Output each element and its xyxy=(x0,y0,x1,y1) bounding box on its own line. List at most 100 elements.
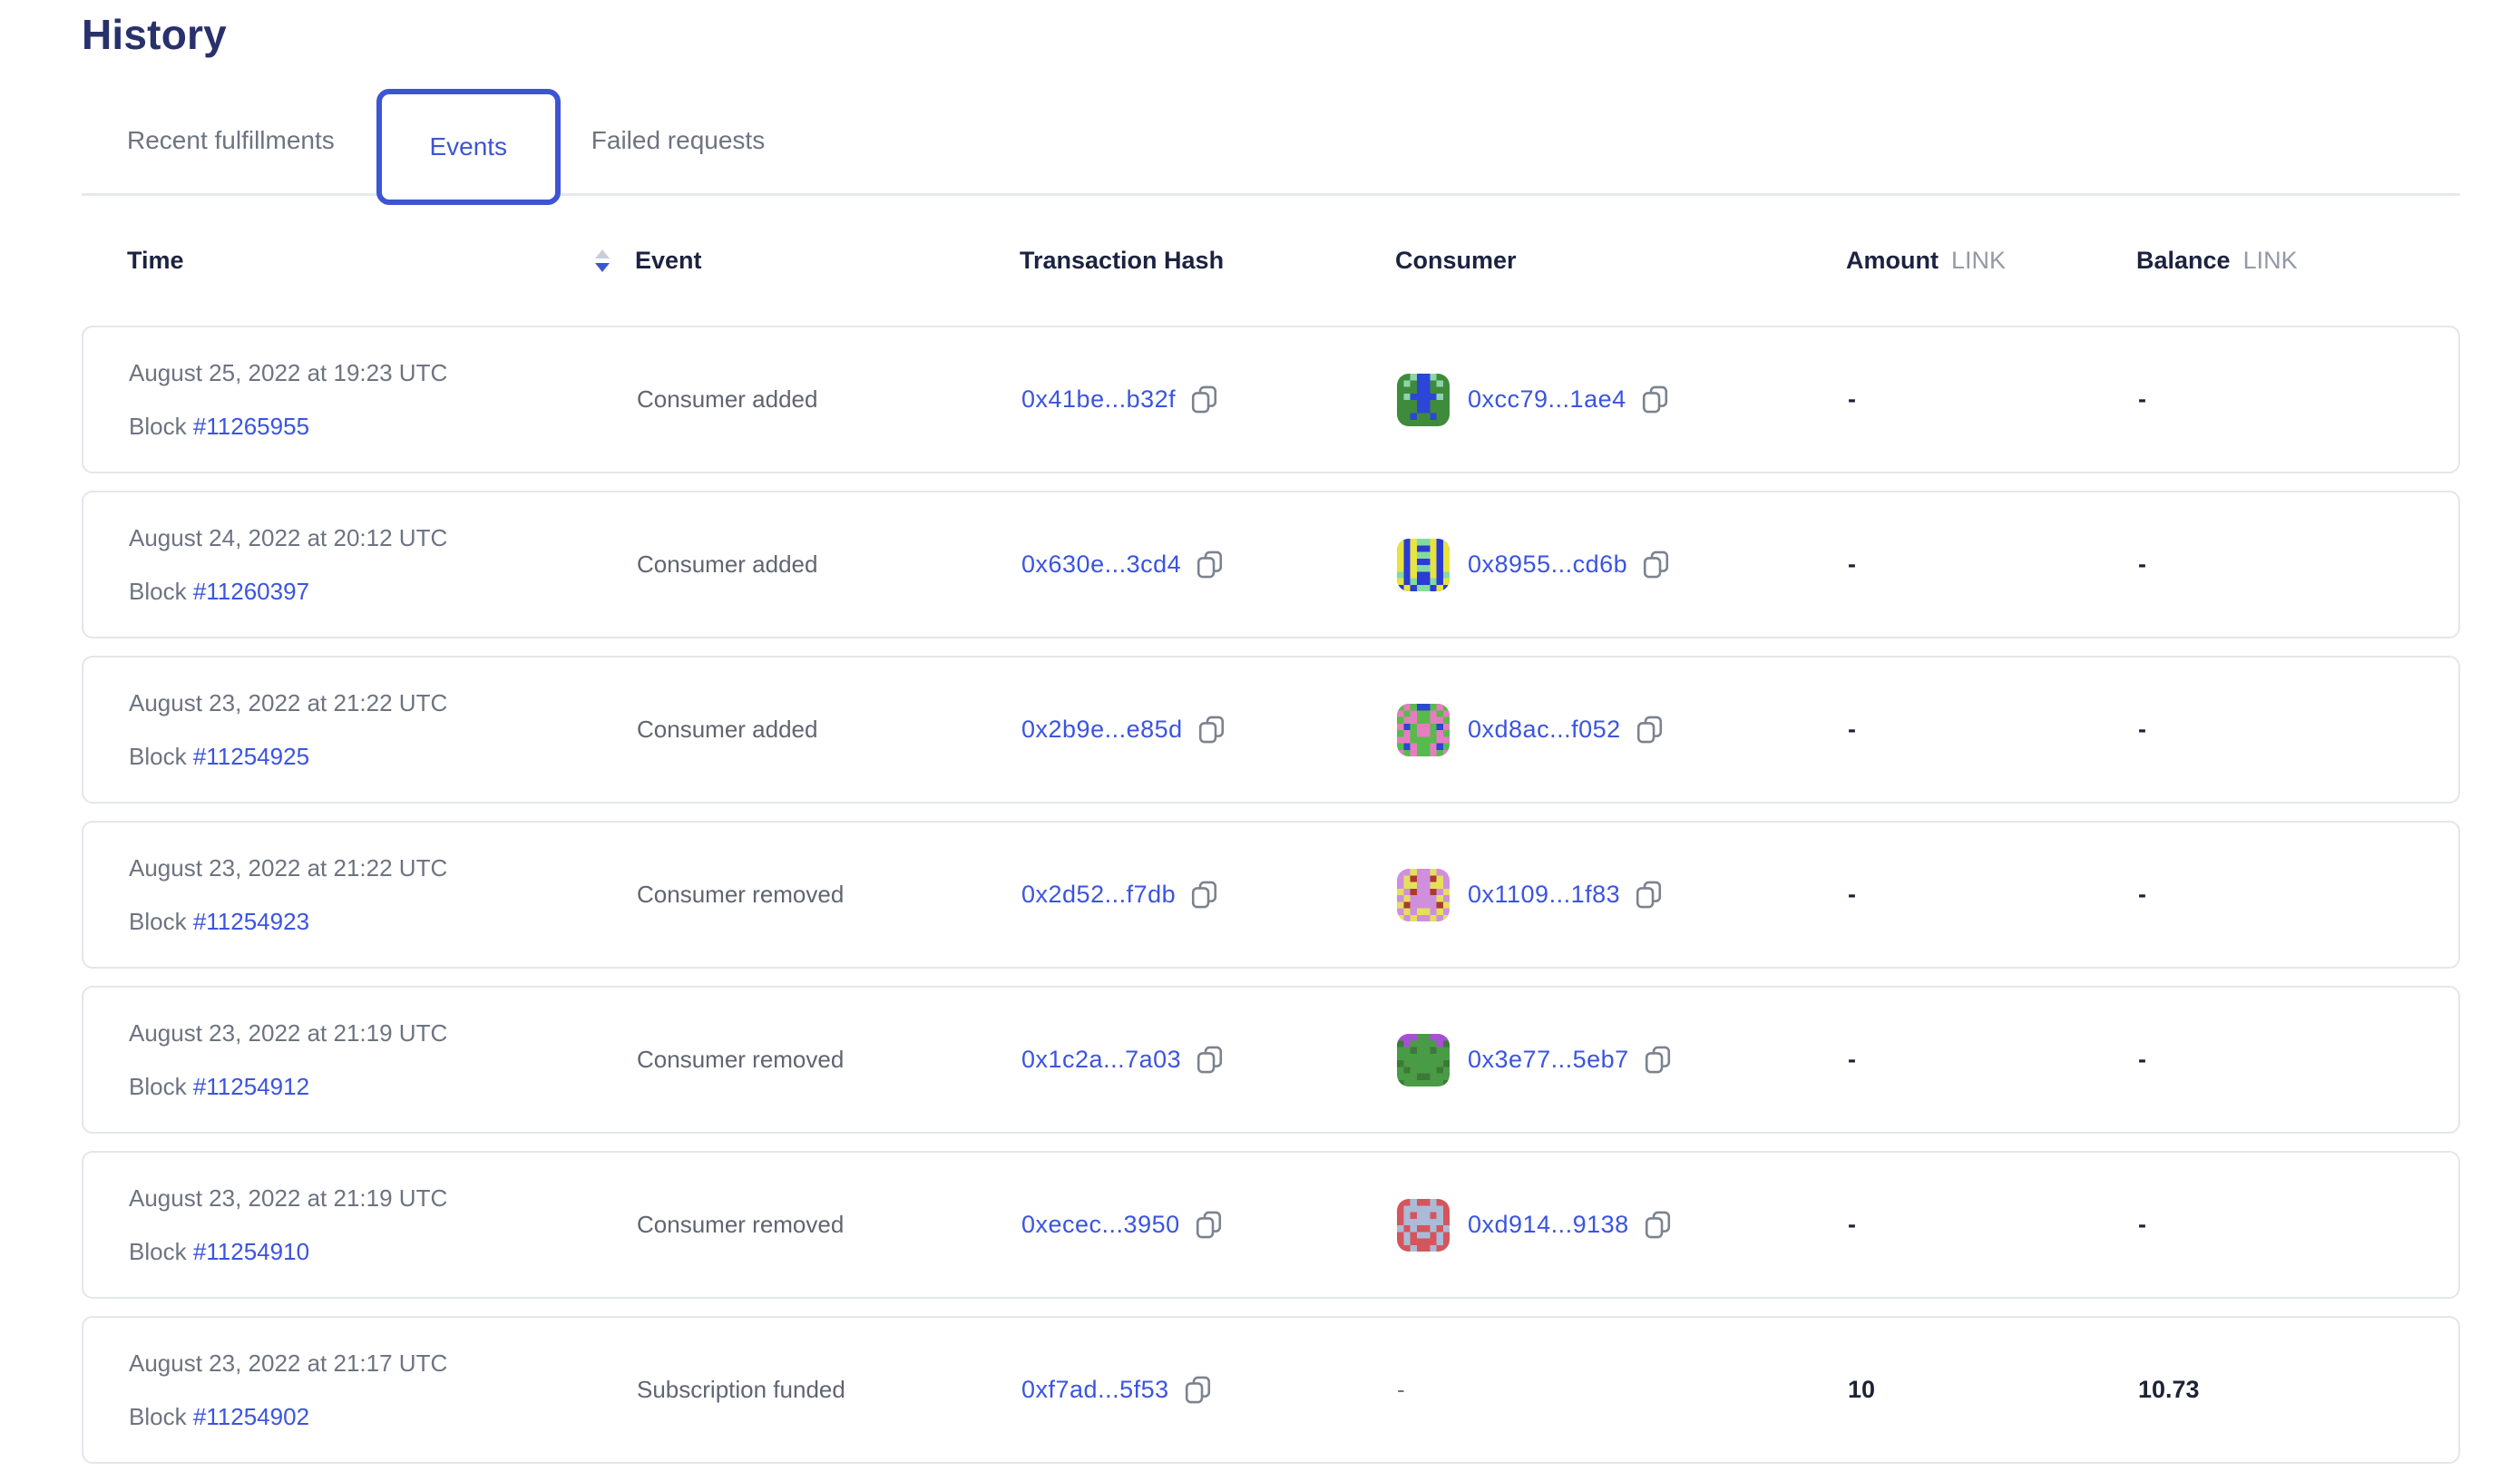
block-number-link[interactable]: #11254910 xyxy=(192,1237,310,1265)
column-header-transaction-hash: Transaction Hash xyxy=(1020,247,1225,274)
amount-value: - xyxy=(1848,716,1856,743)
block-label: Block xyxy=(129,1402,187,1430)
block-number-link[interactable]: #11254902 xyxy=(192,1402,310,1430)
amount-value: - xyxy=(1848,551,1856,578)
copy-icon[interactable] xyxy=(1644,1211,1672,1239)
tab-recent-fulfillments[interactable]: Recent fulfillments xyxy=(127,125,335,154)
time-cell: August 23, 2022 at 21:22 UTC Block #1125… xyxy=(129,854,637,936)
event-type: Subscription funded xyxy=(637,1376,845,1403)
copy-icon[interactable] xyxy=(1190,881,1218,909)
copy-icon[interactable] xyxy=(1196,1046,1224,1074)
block-number-link[interactable]: #11254925 xyxy=(192,742,310,770)
column-header-amount-label: Amount xyxy=(1846,247,1939,274)
page-title: History xyxy=(82,11,227,58)
copy-icon[interactable] xyxy=(1190,385,1218,414)
table-header: Time Event Transaction Hash Consumer Amo… xyxy=(82,196,2460,326)
consumer-address-link[interactable]: 0xcc79...1ae4 xyxy=(1468,385,1626,413)
transaction-hash-link[interactable]: 0xecec...3950 xyxy=(1021,1211,1180,1238)
transaction-hash-link[interactable]: 0x41be...b32f xyxy=(1021,385,1177,413)
event-timestamp: August 23, 2022 at 21:22 UTC xyxy=(129,853,448,882)
column-header-event: Event xyxy=(635,247,702,274)
transaction-hash-link[interactable]: 0x1c2a...7a03 xyxy=(1021,1046,1182,1073)
time-cell: August 23, 2022 at 21:19 UTC Block #1125… xyxy=(129,1184,637,1266)
consumer-identicon xyxy=(1397,1198,1450,1252)
tab-bar: Recent fulfillments Events Failed reques… xyxy=(82,87,2460,205)
event-timestamp: August 23, 2022 at 21:19 UTC xyxy=(129,1018,448,1047)
event-type: Consumer added xyxy=(637,551,818,578)
sort-ascending-icon xyxy=(595,249,610,258)
consumer-cell: 0x8955...cd6b xyxy=(1397,538,1848,591)
transaction-hash-cell: 0xecec...3950 xyxy=(1021,1211,1397,1239)
table-row: August 23, 2022 at 21:19 UTC Block #1125… xyxy=(82,986,2460,1134)
transaction-hash-link[interactable]: 0xf7ad...5f53 xyxy=(1021,1376,1169,1403)
transaction-hash-link[interactable]: 0x630e...3cd4 xyxy=(1021,551,1182,578)
transaction-hash-cell: 0x1c2a...7a03 xyxy=(1021,1046,1397,1074)
column-header-time: Time xyxy=(127,247,635,275)
transaction-hash-cell: 0xf7ad...5f53 xyxy=(1021,1376,1397,1404)
block-line: Block #11254910 xyxy=(129,1238,637,1266)
transaction-hash-link[interactable]: 0x2d52...f7db xyxy=(1021,881,1177,908)
consumer-identicon xyxy=(1397,373,1450,426)
copy-icon[interactable] xyxy=(1636,716,1664,744)
tab-events[interactable]: Events xyxy=(376,88,561,205)
consumer-cell: 0x1109...1f83 xyxy=(1397,868,1848,921)
copy-icon[interactable] xyxy=(1635,881,1663,909)
event-type: Consumer removed xyxy=(637,881,845,908)
balance-value: - xyxy=(2138,1211,2146,1238)
column-header-consumer: Consumer xyxy=(1395,247,1517,274)
event-timestamp: August 25, 2022 at 19:23 UTC xyxy=(129,358,448,386)
table-row: August 23, 2022 at 21:17 UTC Block #1125… xyxy=(82,1316,2460,1464)
copy-icon[interactable] xyxy=(1196,551,1224,579)
column-header-balance-label: Balance xyxy=(2136,247,2231,274)
time-cell: August 23, 2022 at 21:22 UTC Block #1125… xyxy=(129,689,637,771)
copy-icon[interactable] xyxy=(1642,551,1670,579)
block-label: Block xyxy=(129,412,187,440)
block-number-link[interactable]: #11254923 xyxy=(192,907,310,935)
time-cell: August 23, 2022 at 21:17 UTC Block #1125… xyxy=(129,1349,637,1431)
consumer-identicon xyxy=(1397,703,1450,756)
consumer-address-link[interactable]: 0xd8ac...f052 xyxy=(1468,716,1621,743)
consumer-empty-dash: - xyxy=(1397,1376,1405,1403)
balance-value: 10.73 xyxy=(2138,1376,2200,1403)
block-line: Block #11254923 xyxy=(129,908,637,936)
block-label: Block xyxy=(129,1072,187,1100)
events-table-body: August 25, 2022 at 19:23 UTC Block #1126… xyxy=(82,326,2460,1464)
copy-icon[interactable] xyxy=(1195,1211,1223,1239)
block-number-link[interactable]: #11260397 xyxy=(192,577,310,605)
consumer-address-link[interactable]: 0x1109...1f83 xyxy=(1468,881,1621,908)
consumer-identicon xyxy=(1397,1033,1450,1086)
block-number-link[interactable]: #11265955 xyxy=(192,412,310,440)
copy-icon[interactable] xyxy=(1644,1046,1672,1074)
amount-value: 10 xyxy=(1848,1376,1876,1403)
column-header-amount: Amount LINK xyxy=(1846,247,2136,275)
table-row: August 23, 2022 at 21:22 UTC Block #1125… xyxy=(82,821,2460,969)
balance-value: - xyxy=(2138,1046,2146,1073)
time-cell: August 23, 2022 at 21:19 UTC Block #1125… xyxy=(129,1019,637,1101)
block-line: Block #11260397 xyxy=(129,578,637,606)
amount-value: - xyxy=(1848,1046,1856,1073)
event-timestamp: August 23, 2022 at 21:22 UTC xyxy=(129,688,448,716)
block-number-link[interactable]: #11254912 xyxy=(192,1072,310,1100)
event-timestamp: August 23, 2022 at 21:19 UTC xyxy=(129,1184,448,1212)
copy-icon[interactable] xyxy=(1184,1376,1212,1404)
consumer-address-link[interactable]: 0xd914...9138 xyxy=(1468,1211,1629,1238)
column-header-time-label: Time xyxy=(127,247,184,274)
block-label: Block xyxy=(129,1237,187,1265)
block-line: Block #11254912 xyxy=(129,1073,637,1101)
time-cell: August 25, 2022 at 19:23 UTC Block #1126… xyxy=(129,359,637,441)
transaction-hash-cell: 0x2b9e...e85d xyxy=(1021,716,1397,744)
block-label: Block xyxy=(129,577,187,605)
event-timestamp: August 24, 2022 at 20:12 UTC xyxy=(129,523,448,551)
table-row: August 23, 2022 at 21:22 UTC Block #1125… xyxy=(82,656,2460,804)
sort-descending-icon xyxy=(595,263,610,272)
consumer-address-link[interactable]: 0x3e77...5eb7 xyxy=(1468,1046,1629,1073)
copy-icon[interactable] xyxy=(1197,716,1226,744)
balance-value: - xyxy=(2138,716,2146,743)
column-header-balance: Balance LINK xyxy=(2136,247,2426,275)
copy-icon[interactable] xyxy=(1641,385,1669,414)
tab-failed-requests[interactable]: Failed requests xyxy=(591,125,766,154)
balance-value: - xyxy=(2138,881,2146,908)
transaction-hash-link[interactable]: 0x2b9e...e85d xyxy=(1021,716,1183,743)
consumer-address-link[interactable]: 0x8955...cd6b xyxy=(1468,551,1628,578)
sort-toggle-icon[interactable] xyxy=(595,249,610,272)
